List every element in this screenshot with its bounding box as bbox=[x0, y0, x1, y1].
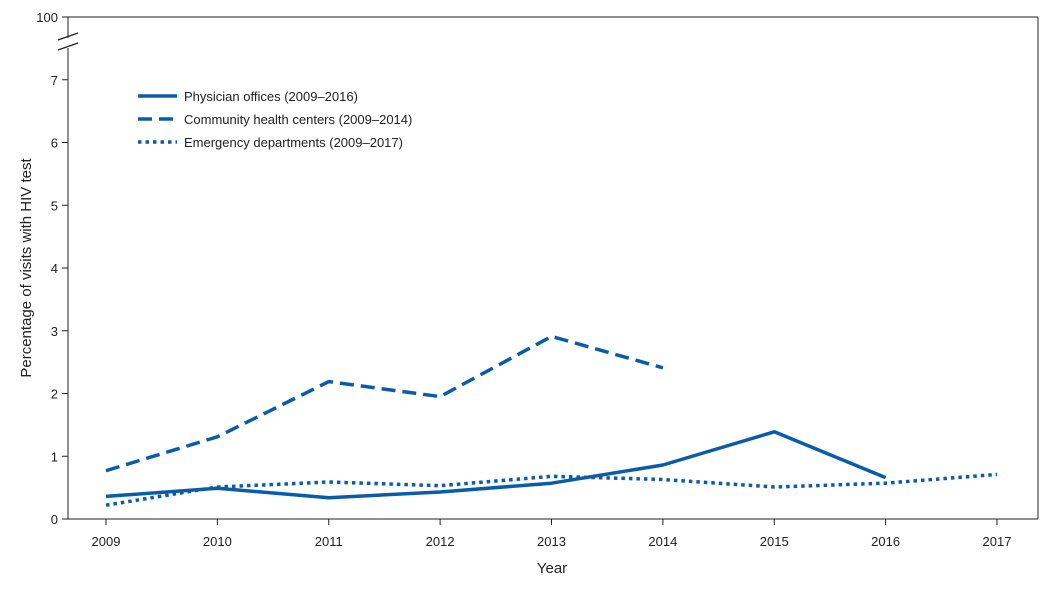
y-tick-label: 6 bbox=[51, 136, 58, 151]
x-tick-label: 2010 bbox=[203, 534, 232, 549]
y-axis-title: Percentage of visits with HIV test bbox=[18, 158, 35, 378]
series-line-dotted bbox=[105, 472, 998, 507]
series-layer bbox=[105, 334, 998, 507]
y-tick-label: 4 bbox=[51, 261, 58, 276]
y-tick-label: 5 bbox=[51, 198, 58, 213]
y-tick-label: 0 bbox=[51, 512, 58, 527]
legend-label-physician-offices: Physician offices (2009–2016) bbox=[184, 89, 358, 104]
x-tick-label: 2013 bbox=[537, 534, 566, 549]
axis-break-mark-lower bbox=[57, 42, 79, 51]
x-tick-label: 2012 bbox=[426, 534, 455, 549]
x-tick-label: 2014 bbox=[648, 534, 677, 549]
series-line-dashed bbox=[105, 334, 664, 473]
legend-label-emergency-departments: Emergency departments (2009–2017) bbox=[184, 135, 403, 150]
y-break-tick-label: 100 bbox=[36, 10, 58, 25]
y-tick-label: 1 bbox=[51, 449, 58, 464]
y-tick-label: 2 bbox=[51, 387, 58, 402]
y-tick-label: 3 bbox=[51, 324, 58, 339]
x-tick-label: 2016 bbox=[871, 534, 900, 549]
legend: Physician offices (2009–2016) Community … bbox=[138, 89, 412, 150]
legend-label-community-health-centers: Community health centers (2009–2014) bbox=[184, 112, 412, 127]
x-tick-label: 2017 bbox=[983, 534, 1012, 549]
y-axis-ticks: 0 1 2 3 4 5 6 7 bbox=[51, 73, 68, 527]
x-axis-title: Year bbox=[537, 560, 567, 577]
x-tick-label: 2009 bbox=[92, 534, 121, 549]
x-tick-label: 2015 bbox=[760, 534, 789, 549]
x-axis-ticks: 2009 2010 2011 2012 2013 2014 2015 2016 2017 bbox=[92, 519, 1012, 549]
axis-break-mark-upper bbox=[57, 32, 79, 41]
x-tick-label: 2011 bbox=[315, 534, 343, 549]
series-line-solid bbox=[105, 430, 887, 500]
y-tick-label: 7 bbox=[51, 73, 58, 88]
